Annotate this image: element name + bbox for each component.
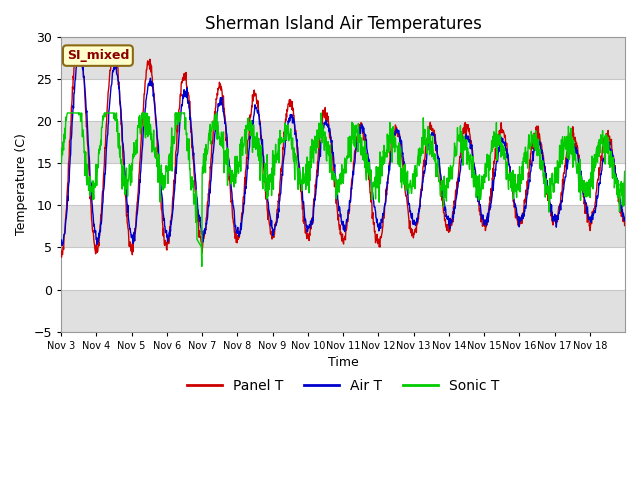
Bar [61,79,625,121]
Bar [61,163,625,205]
Legend: Panel T, Air T, Sonic T: Panel T, Air T, Sonic T [182,373,504,398]
Bar [61,248,625,289]
Text: SI_mixed: SI_mixed [67,49,129,62]
Bar [61,289,625,332]
Y-axis label: Temperature (C): Temperature (C) [15,133,28,235]
Bar [61,205,625,248]
Title: Sherman Island Air Temperatures: Sherman Island Air Temperatures [205,15,481,33]
X-axis label: Time: Time [328,356,358,369]
Bar [61,37,625,79]
Bar [61,121,625,163]
